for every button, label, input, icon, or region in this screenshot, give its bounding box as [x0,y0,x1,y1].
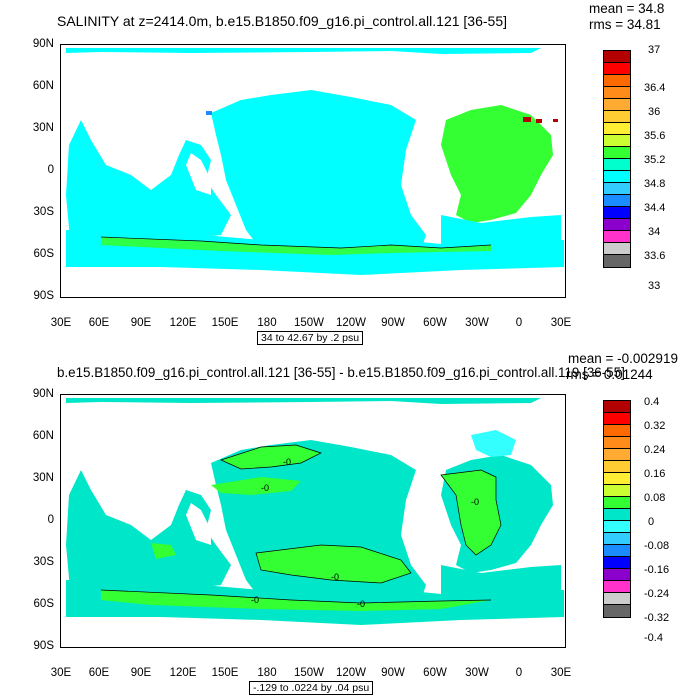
colorbar-label: 0.08 [644,492,666,504]
low-salinity-patch [206,111,212,115]
colorbar-label: -0.16 [644,564,670,576]
rms-stat: rms = 0.01244 [566,367,653,382]
colorbar-label: 0.32 [644,420,666,432]
mean-stat: mean = -0.002919 [568,351,678,366]
colorbar-label: -0.24 [644,588,670,600]
colorbar-label: 34.4 [644,202,666,214]
x-tick-label: 150W [293,667,325,679]
x-tick-label: 60W [423,317,447,329]
y-tick-label: 90S [33,640,54,652]
x-tick-label: 60E [88,317,110,329]
contour-label: -0 [261,483,269,493]
colorbar-label: 36.4 [644,82,666,94]
map-title: SALINITY at z=2414.0m, b.e15.B1850.f09_g… [57,13,507,29]
x-tick-label: 60W [423,667,447,679]
x-tick-label: 120W [335,667,367,679]
y-tick-label: 30S [33,556,54,568]
colorbar-label: 37 [648,44,661,56]
high-salinity-patch [523,117,531,122]
x-tick-label: 0 [515,317,523,329]
x-tick-label: 90E [130,667,152,679]
x-tick-label: 180 [257,317,277,329]
y-tick-label: 60S [33,598,54,610]
colorbar-label: 0.24 [644,444,666,456]
map-plot-area [60,44,566,298]
x-tick-label: 30E [550,317,572,329]
x-tick-label: 180 [257,667,277,679]
x-tick-label: 120E [169,317,197,329]
x-tick-label: 30E [50,317,72,329]
x-tick-label: 120W [335,317,367,329]
x-tick-label: 30W [465,667,489,679]
pacific-ocean [211,90,426,255]
contour-label: -0 [471,497,479,507]
y-tick-label: 90S [33,290,54,302]
x-tick-label: 120E [169,667,197,679]
contour-label: -0 [251,595,259,605]
atlantic-ocean [441,105,553,223]
x-tick-label: 150E [211,317,239,329]
y-tick-label: 90N [32,38,54,50]
x-tick-label: 30W [465,317,489,329]
difference-map: -0 -0 -0 -0 -0 -0 [66,398,564,625]
x-tick-label: 150E [211,667,239,679]
x-tick-label: 90E [130,317,152,329]
colorbar-label: 35.6 [644,130,666,142]
x-tick-label: 90W [381,667,405,679]
colorbar-label: 35.2 [644,154,666,166]
x-tick-label: 90W [381,317,405,329]
map-title: b.e15.B1850.f09_g16.pi_control.all.121 [… [57,365,625,380]
colorbar-label: 0.16 [644,468,666,480]
y-tick-label: 60S [33,248,54,260]
colorbar-label: 0 [648,516,655,528]
y-tick-label: 60N [32,80,54,92]
x-tick-label: 0 [515,667,523,679]
salinity-map [66,48,564,275]
colorbar-label: 34 [648,226,661,238]
y-tick-label: 30N [32,472,54,484]
colorbar-label: 33 [648,280,661,292]
mean-stat: mean = 34.8 [589,1,665,16]
contour-label: -0 [357,599,365,609]
colorbar-label: -0.08 [644,540,670,552]
contour-label: -0 [283,457,291,467]
colorbar-label: 33.6 [644,250,666,262]
difference-map-panel: mean = -0.002919 rms = 0.01244 b.e15.B18… [0,350,700,700]
contour-range-label: -.129 to .0224 by .04 psu [249,681,374,695]
x-tick-label: 30E [50,667,72,679]
x-tick-label: 60E [88,667,110,679]
salinity-map-panel: SALINITY at z=2414.0m, b.e15.B1850.f09_g… [32,1,666,345]
indian-ocean [66,120,231,250]
positive-anomaly-region [221,445,321,469]
colorbar-label: -0.32 [644,612,670,624]
colorbar [603,400,631,618]
y-tick-label: 90N [32,388,54,400]
colorbar [603,50,631,268]
colorbar-label: 0.4 [644,396,660,408]
colorbar-label: 34.8 [644,178,666,190]
y-tick-label: 30S [33,206,54,218]
map-plot-area: -0 -0 -0 -0 -0 -0 [60,394,566,648]
contour-label: -0 [331,572,339,582]
y-tick-label: 30N [32,122,54,134]
x-tick-label: 150W [293,317,325,329]
rms-stat: rms = 34.81 [589,17,661,32]
contour-range-label: 34 to 42.67 by .2 psu [257,331,364,345]
y-tick-label: 60N [32,430,54,442]
y-tick-label: 0 [47,164,54,176]
negative-anomaly-region [471,430,516,457]
colorbar-label: -0.4 [644,632,663,644]
arctic-ocean [66,48,541,54]
x-tick-label: 30E [550,667,572,679]
colorbar-label: 36 [648,106,661,118]
y-tick-label: 0 [47,514,54,526]
